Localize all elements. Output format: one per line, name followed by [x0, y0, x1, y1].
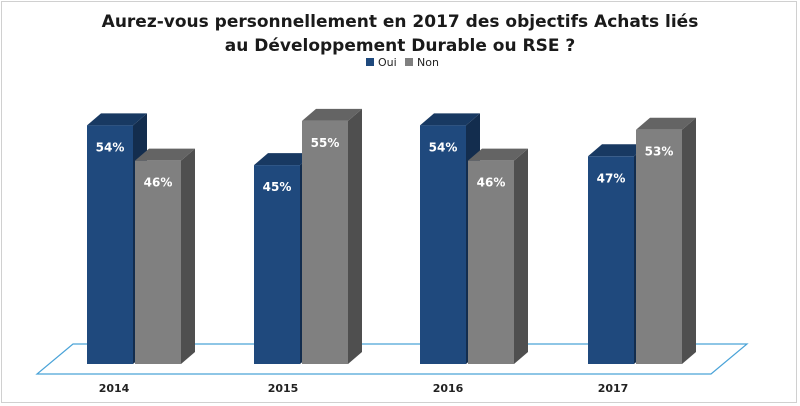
bar-non-2016 [468, 148, 528, 364]
bar-front-face [302, 120, 348, 365]
bar-front-face [468, 160, 514, 364]
value-label-non-2014: 46% [144, 176, 173, 190]
bar-top-face [468, 148, 528, 161]
value-label-non-2016: 46% [477, 176, 506, 190]
legend-label-non: Non [417, 56, 439, 69]
bar-non-2015 [302, 108, 362, 365]
value-label-oui-2016: 54% [429, 140, 458, 154]
legend-label-oui: Oui [378, 56, 397, 69]
bar-side-face [514, 148, 528, 364]
category-label-2017: 2017 [598, 382, 629, 395]
bar-front-face [135, 160, 181, 364]
bar-front-face [636, 129, 682, 364]
bar-side-face [682, 117, 696, 365]
value-label-non-2015: 55% [311, 136, 340, 150]
bar-top-face [254, 153, 314, 166]
legend: Oui Non [366, 56, 439, 69]
bar-front-face [588, 156, 634, 364]
bar-non-2017 [636, 117, 696, 365]
bar-side-face [348, 108, 362, 365]
bars-group: 54% 46% 45% 55% 54% 46% 47% 53% [87, 108, 696, 365]
bar-top-face [87, 113, 147, 126]
chart-title-line-2: au Développement Durable ou RSE ? [225, 36, 575, 56]
bar-top-face [636, 117, 696, 130]
bar-top-face [588, 144, 648, 157]
category-label-2015: 2015 [268, 382, 299, 395]
category-label-2014: 2014 [99, 382, 130, 395]
legend-swatch-oui [366, 58, 374, 66]
bar-top-face [135, 148, 195, 161]
bar-front-face [420, 125, 466, 364]
value-label-oui-2017: 47% [597, 171, 626, 185]
category-labels: 2014 2015 2016 2017 [99, 382, 629, 395]
legend-swatch-non [405, 58, 413, 66]
bar-top-face [420, 113, 480, 126]
bar-non-2014 [135, 148, 195, 364]
bar-front-face [254, 165, 300, 364]
category-label-2016: 2016 [433, 382, 464, 395]
bar-top-face [302, 108, 362, 121]
bar-side-face [181, 148, 195, 364]
value-label-oui-2015: 45% [263, 180, 292, 194]
bar-front-face [87, 125, 133, 364]
value-label-non-2017: 53% [645, 145, 674, 159]
value-label-oui-2014: 54% [96, 140, 125, 154]
chart-title-line-1: Aurez-vous personnellement en 2017 des o… [102, 12, 699, 32]
